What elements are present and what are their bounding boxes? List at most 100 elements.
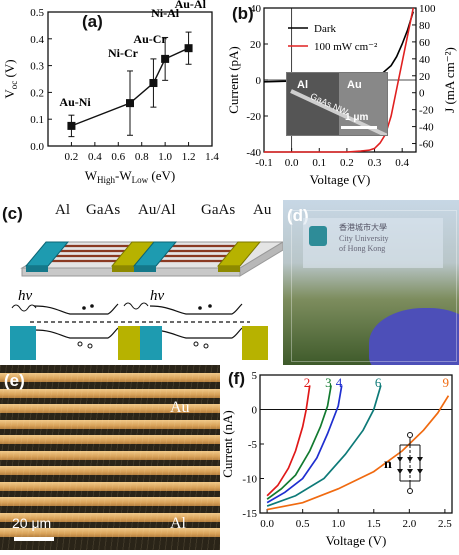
- nanowire-texture: [0, 365, 220, 550]
- y-tick-label: 0.1: [30, 114, 44, 126]
- series-line-4: [266, 385, 343, 504]
- x-tick-label: 0.0: [285, 157, 299, 169]
- diode-symbol: [407, 457, 413, 462]
- x-tick-label: 0.4: [395, 157, 409, 169]
- x-tick-label: 1.2: [182, 151, 196, 163]
- plot-frame: [259, 374, 453, 514]
- series-line-9: [266, 395, 450, 511]
- y2-tick-label: 40: [419, 54, 431, 66]
- y-tick-label: 0: [252, 405, 258, 417]
- data-point: [149, 79, 158, 88]
- electrode-stripe: [0, 528, 220, 537]
- point-label: Ni-Al: [151, 6, 180, 20]
- electrode-stripe: [0, 404, 220, 413]
- al-electrode-text: Al: [170, 515, 186, 532]
- x-axis-label: Voltage (V): [326, 533, 387, 548]
- photon-wave-1: [11, 304, 37, 312]
- x-tick-label: -0.1: [255, 157, 272, 169]
- y2-tick-label: 100: [419, 3, 436, 15]
- x-tick-label: 0.4: [88, 151, 102, 163]
- x-tick-label: 0.6: [111, 151, 125, 163]
- panel-b: -0.1 0.0 0.1 0.2 0.3 0.4 -40 -20 0 20 40 -60 -40 -20 0…: [226, 0, 459, 200]
- circuit-terminal-bottom: [407, 488, 413, 494]
- point-label: Au-Al: [175, 0, 207, 11]
- electrode-stripe: [0, 435, 220, 444]
- electrode-stripe: [0, 373, 220, 382]
- y-tick-label: 0.3: [30, 61, 44, 73]
- band-diagram: [30, 303, 250, 339]
- y2-tick-label: 0: [419, 88, 425, 100]
- series-label-4: 4: [336, 375, 343, 390]
- substrate-side: [239, 241, 283, 277]
- device-schematic: hv hv: [10, 241, 283, 360]
- x-axis-label: WHigh-WLow (eV): [85, 168, 175, 185]
- x-tick-label: 0.5: [296, 518, 310, 530]
- scale-bar: [341, 126, 377, 129]
- panel-e-label: (e): [4, 371, 25, 390]
- y-tick-label: 0.2: [30, 87, 44, 99]
- y2-tick-label: -40: [419, 122, 434, 134]
- au-electrode-text: Au: [170, 399, 190, 416]
- x-tick-label: 1.5: [367, 518, 381, 530]
- panel-c: (c) Al GaAs Au/Al GaAs Au: [0, 200, 283, 365]
- y-axis-label: Voc (V): [2, 59, 19, 98]
- diode-symbol: [417, 457, 423, 462]
- x-tick-label: 0.1: [312, 157, 326, 169]
- holes: [77, 341, 209, 349]
- y-tick-label: 5: [252, 370, 258, 382]
- y2-tick-label: -20: [419, 105, 434, 117]
- y2-tick-label: 20: [419, 71, 431, 83]
- band-au-right: [242, 326, 268, 360]
- panel-f: 0.0 0.5 1.0 1.5 2.0 2.5 -15 -10 -5 0 5 Voltage (V) C…: [220, 365, 459, 550]
- point-label: Au-Cr: [133, 32, 167, 46]
- hv-symbol-2: hv: [150, 288, 165, 304]
- electrode-stripe: [0, 450, 220, 460]
- legend-label-1: 100 mW cm⁻²: [314, 41, 378, 53]
- data-point: [126, 99, 134, 108]
- y-tick-label: -5: [248, 439, 258, 451]
- y2-tick-label: -60: [419, 139, 434, 151]
- electrode-stripe: [0, 512, 220, 522]
- data-point: [161, 54, 170, 63]
- x-tick-label: 1.0: [158, 151, 172, 163]
- flexible-substrate: [291, 210, 457, 362]
- inset-al-text: Al: [297, 79, 308, 91]
- y2-tick-label: 60: [419, 37, 431, 49]
- panel-f-label: (f): [228, 369, 245, 388]
- panel-a: 0.2 0.4 0.6 0.8 1.0 1.2 1.4 0.0 0.1 0.2 0.3 0.4 0.5 W…: [0, 0, 228, 200]
- multi-device-iv-chart: 0.0 0.5 1.0 1.5 2.0 2.5 -15 -10 -5 0 5 Voltage (V) C…: [220, 370, 453, 548]
- band-al-left: [10, 326, 36, 360]
- series-line-2: [266, 385, 311, 497]
- y-tick-label: 20: [250, 39, 262, 51]
- material-label-al: Al: [55, 202, 70, 218]
- y-tick-label: 0.5: [30, 7, 44, 19]
- x-tick-label: 0.2: [65, 151, 79, 163]
- panel-c-label: (c): [2, 204, 23, 223]
- diode-symbol: [417, 469, 423, 474]
- band-al-middle: [140, 326, 162, 360]
- circuit-n-label: n: [384, 457, 392, 472]
- panel-d: (d) 香港城市大學 City University of Hong Kong: [283, 200, 459, 365]
- legend-label-0: Dark: [314, 23, 336, 35]
- diode-symbol: [407, 469, 413, 474]
- scale-bar-e: [14, 537, 54, 541]
- series-line-1: [264, 7, 415, 153]
- electrons: [82, 304, 212, 310]
- plot-frame: [47, 11, 213, 147]
- y2-tick-label: 80: [419, 20, 431, 32]
- y-tick-label: -15: [242, 508, 257, 520]
- x-tick-label: 0.2: [340, 157, 354, 169]
- data-point: [184, 44, 193, 53]
- point-label: Au-Ni: [59, 95, 91, 109]
- x-tick-label: 0.3: [368, 157, 382, 169]
- sign-text-line1: City University: [339, 234, 389, 243]
- electrode-stripe: [0, 481, 220, 491]
- inset-au-text: Au: [347, 79, 362, 91]
- electrode-stripe: [0, 419, 220, 429]
- voc-vs-workfunction-chart: 0.2 0.4 0.6 0.8 1.0 1.2 1.4 0.0 0.1 0.2 0.3 0.4 0.5 W…: [2, 0, 219, 185]
- university-logo: [309, 226, 327, 246]
- band-au-middle: [118, 326, 140, 360]
- series-line-3: [266, 385, 332, 500]
- nanowire-sem-inset: Al Au GaAs NW 1 μm: [286, 72, 388, 136]
- al-pad-region: [287, 73, 339, 135]
